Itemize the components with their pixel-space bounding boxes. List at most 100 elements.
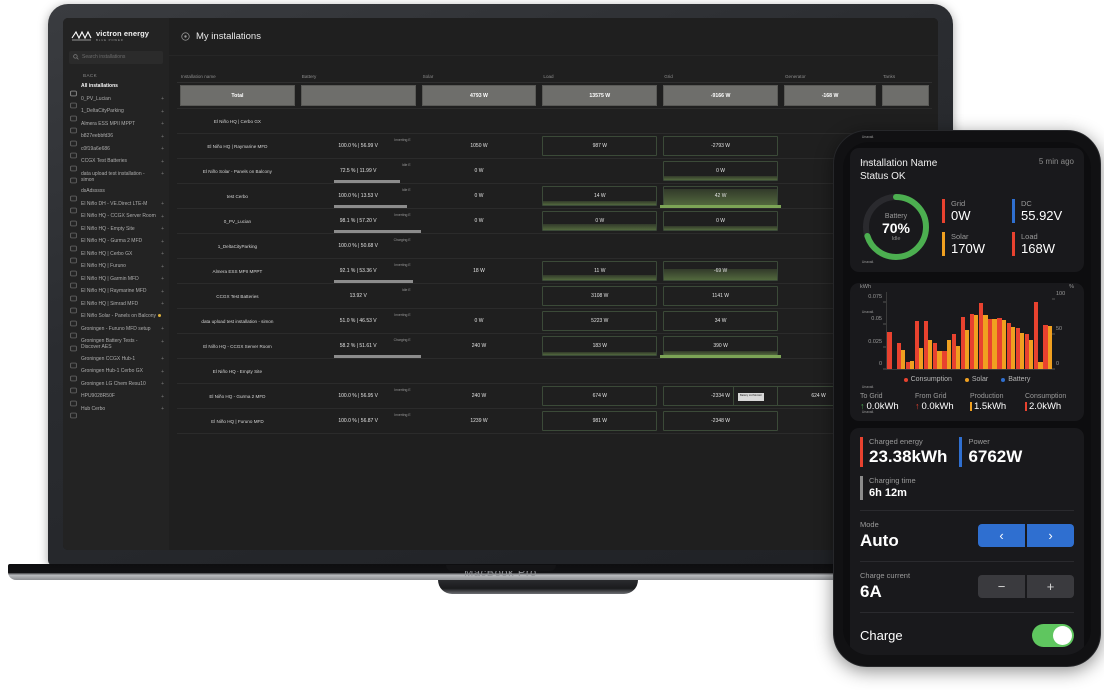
- table-row[interactable]: El Niño HQ - CCGX Server Room Charging E 5…: [177, 334, 932, 359]
- cell-value: -2334 W: [711, 393, 731, 399]
- installation-name: El Niño HQ | Furuno MFD: [211, 418, 264, 424]
- expand-icon[interactable]: +: [161, 356, 164, 363]
- sidebar-item-8[interactable]: dsAdsssss: [63, 186, 169, 202]
- expand-icon[interactable]: +: [161, 406, 164, 413]
- sidebar-item-19[interactable]: Groningen - Furuno MFD setup +: [63, 323, 169, 339]
- expand-icon[interactable]: +: [161, 238, 164, 245]
- overview-body: Battery 70% Idle Grid 0W DC 55.92V Solar 170W…: [860, 191, 1074, 263]
- battery-cell: [297, 109, 419, 134]
- grid-cell: 1141 W: [660, 284, 781, 309]
- charge-current-stepper[interactable]: − +: [978, 575, 1074, 598]
- increment-button[interactable]: +: [1027, 575, 1074, 598]
- table-row[interactable]: 0_PV_Lucian Inverting E 98.1 % | 57.20 V 0 …: [177, 209, 932, 234]
- cell-value: 1141 W: [712, 293, 730, 299]
- sidebar-item-3[interactable]: Almera ESS MPII MPPT +: [63, 118, 169, 134]
- decrement-button[interactable]: −: [978, 575, 1025, 598]
- cell-value: 0 W: [474, 218, 484, 224]
- cell-sublabel: Idle E: [401, 163, 411, 167]
- y2-tickmark: [1052, 298, 1055, 300]
- bar-solar: [992, 318, 997, 369]
- table-row[interactable]: El Niño Solar - Panels on Balcony Idle E 7…: [177, 159, 932, 184]
- table-row[interactable]: El Niño HQ | Raymarine MFD Inverting E 100…: [177, 134, 932, 159]
- table-row[interactable]: El Niño HQ | Furuno MFD Inverting E 100.0 …: [177, 409, 932, 434]
- solar-cell: 240 W: [418, 334, 540, 359]
- sidebar-item-10[interactable]: El Niño HQ - CCGX Server Room +: [63, 211, 169, 227]
- expand-icon[interactable]: +: [161, 276, 164, 283]
- charge-toggle[interactable]: [1032, 624, 1074, 647]
- sidebar-item-6[interactable]: CCGX Test Batteries +: [63, 156, 169, 172]
- back-link[interactable]: BACK: [83, 72, 98, 78]
- mode-prev-button[interactable]: ‹: [978, 524, 1025, 547]
- search-input[interactable]: Search installations: [69, 50, 163, 64]
- sidebar-item-21[interactable]: Groningen CCGX Hub-1 +: [63, 353, 169, 369]
- expand-icon[interactable]: +: [161, 288, 164, 295]
- cell-value: 72.5 % | 11.99 V: [339, 168, 377, 174]
- expand-icon[interactable]: +: [161, 263, 164, 270]
- total-label: From Grid: [915, 393, 947, 400]
- arrow-icon: ↑: [915, 401, 920, 411]
- table-row[interactable]: 1_DeltaCityParking Charging E 100.0 % | 50…: [177, 234, 932, 259]
- sidebar[interactable]: victron energy BLUE POWER Search install…: [63, 18, 169, 550]
- sidebar-item-25[interactable]: Hub Cerbo +: [63, 403, 169, 419]
- expand-icon[interactable]: +: [161, 121, 164, 128]
- expand-icon[interactable]: +: [161, 133, 164, 140]
- sidebar-item-11[interactable]: El Niño HQ - Empty Site +: [63, 223, 169, 239]
- sidebar-item-14[interactable]: El Niño HQ | Furuno +: [63, 261, 169, 277]
- y-tickmark: [883, 301, 886, 303]
- sidebar-item-18[interactable]: El Niño Solar - Panels on Balcony: [63, 311, 169, 327]
- table-row[interactable]: CCGX Test Batteries Idle E 13.92 V 3108 W 11…: [177, 284, 932, 309]
- divider-3: [860, 612, 1074, 613]
- expand-icon[interactable]: +: [161, 381, 164, 388]
- device-icon: [70, 356, 77, 369]
- expand-icon[interactable]: +: [161, 146, 164, 153]
- expand-icon[interactable]: +: [161, 201, 164, 208]
- sidebar-item-15[interactable]: El Niño HQ | Garmin MFD +: [63, 273, 169, 289]
- legend-label: Battery: [1008, 376, 1031, 383]
- expand-icon[interactable]: +: [161, 338, 164, 345]
- sidebar-item-label: El Niño HQ - CCGX Server Room: [81, 213, 156, 220]
- sidebar-item-17[interactable]: El Niño HQ | Simrad MFD +: [63, 298, 169, 314]
- sidebar-item-label: Almera ESS MPII MPPT: [81, 120, 136, 127]
- sidebar-item-0[interactable]: All installations: [63, 81, 169, 97]
- mode-next-button[interactable]: ›: [1027, 524, 1074, 547]
- table-row[interactable]: Almera ESS MPII MPPT Inverting E 92.1 % | …: [177, 259, 932, 284]
- kpi-dc: DC 55.92V: [1012, 198, 1074, 223]
- table-row[interactable]: test Cerbo Idle E 100.0 % | 13.53 V 0 W 14 W…: [177, 184, 932, 209]
- grid-cell: -2334 W: [660, 384, 781, 409]
- sidebar-item-4[interactable]: b827eebbfd36 +: [63, 131, 169, 147]
- expand-icon[interactable]: +: [161, 301, 164, 308]
- table-row[interactable]: El Niño HQ | Cerbo GX: [177, 109, 932, 134]
- total-value-row: 2.0kWh: [1025, 401, 1074, 412]
- expand-icon[interactable]: +: [161, 226, 164, 233]
- expand-icon[interactable]: +: [161, 393, 164, 400]
- sidebar-item-1[interactable]: 0_PV_Lucian +: [63, 93, 169, 109]
- y2-tick: 0: [1056, 361, 1060, 367]
- sidebar-item-22[interactable]: Groningen Hub-1 Cerbo GX +: [63, 366, 169, 381]
- expand-icon[interactable]: +: [161, 108, 164, 115]
- sidebar-item-13[interactable]: El Niño HQ | Cerbo GX +: [63, 248, 169, 264]
- mode-stepper[interactable]: ‹ ›: [978, 524, 1074, 547]
- sidebar-item-7[interactable]: data upload test installation - simon +: [63, 168, 169, 185]
- sidebar-item-16[interactable]: El Niño HQ | Raymarine MFD +: [63, 286, 169, 302]
- sidebar-item-2[interactable]: 1_DeltaCityParking +: [63, 106, 169, 122]
- sidebar-item-9[interactable]: El Niño DH - VE.Direct LTE-M +: [63, 198, 169, 214]
- expand-icon[interactable]: +: [161, 213, 164, 220]
- sidebar-item-5[interactable]: c0f19a6e686 +: [63, 143, 169, 159]
- sidebar-item-23[interactable]: Groningen LG Chem Resu10 +: [63, 378, 169, 394]
- expand-icon[interactable]: +: [161, 251, 164, 258]
- expand-icon[interactable]: +: [161, 326, 164, 333]
- charging-time: Charging time 6h 12m: [860, 476, 1074, 500]
- expand-icon[interactable]: +: [161, 368, 164, 375]
- table-row[interactable]: El Niño HQ - Empty Site: [177, 359, 932, 384]
- table-row[interactable]: data upload test installation - simon Inv…: [177, 309, 932, 334]
- expand-icon[interactable]: +: [161, 158, 164, 165]
- table-row[interactable]: El Niño HQ - Gurma 2 MFD Inverting E 100.0…: [177, 384, 932, 409]
- bar-consumption: [960, 317, 965, 369]
- cell-value: 11 W: [594, 268, 606, 274]
- sidebar-item-24[interactable]: HPU9028R50F +: [63, 391, 169, 406]
- expand-icon[interactable]: +: [161, 96, 164, 103]
- expand-icon[interactable]: +: [161, 171, 164, 178]
- bar-solar: [955, 346, 960, 369]
- sidebar-item-20[interactable]: Groningen Battery Tests - Discover AES +: [63, 336, 169, 353]
- sidebar-item-12[interactable]: El Niño HQ - Gurma 2 MFD +: [63, 236, 169, 252]
